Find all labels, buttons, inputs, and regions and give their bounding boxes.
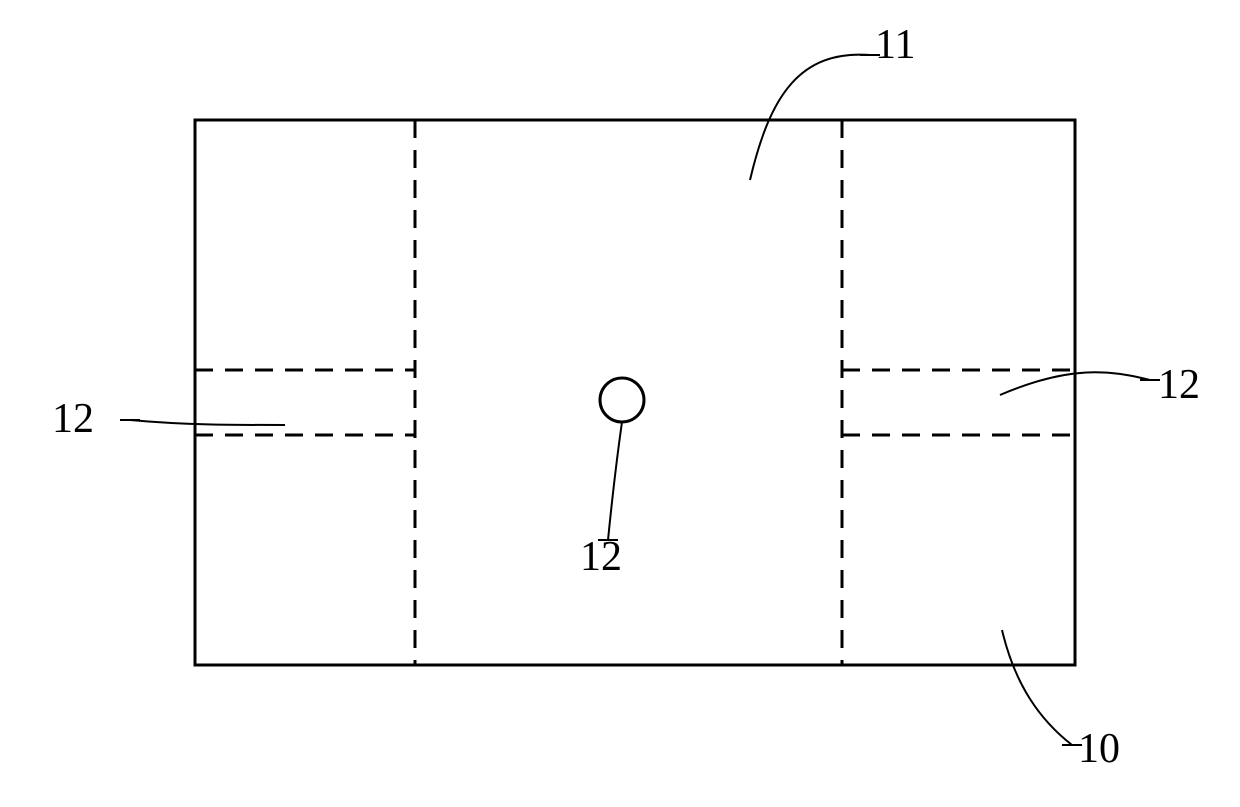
leader-ref12_left [130, 420, 285, 425]
label-ref12_right: 12 [1158, 362, 1200, 408]
label-ref10: 10 [1078, 726, 1120, 772]
center-hole [600, 378, 644, 422]
leader-ref11 [750, 55, 870, 180]
label-ref12_left: 12 [52, 396, 94, 442]
label-ref11: 11 [875, 22, 915, 68]
leader-ref10 [1002, 630, 1072, 745]
leader-ref12_center [608, 422, 622, 540]
technical-diagram: 11 12 12 12 10 [0, 0, 1240, 807]
label-ref12_center: 12 [580, 534, 622, 580]
outer-rect [195, 120, 1075, 665]
